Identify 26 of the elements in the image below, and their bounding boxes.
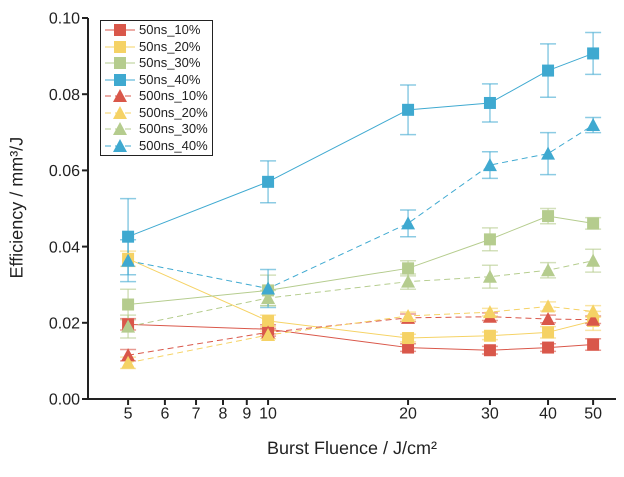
y-tick-label: 0.08: [48, 86, 80, 104]
x-tick-label: 6: [160, 405, 170, 422]
x-tick-label: 40: [539, 405, 558, 422]
legend-label: 50ns_40%: [139, 72, 200, 88]
y-tick-label: 0.04: [48, 239, 80, 256]
y-tick-label: 0.00: [48, 392, 80, 409]
y-tick-label: 0.02: [48, 315, 80, 332]
y-axis-title: Efficiency / mm³/J: [6, 136, 26, 278]
legend-label: 50ns_20%: [139, 38, 200, 55]
x-tick-label: 20: [399, 405, 418, 422]
x-tick-label: 8: [218, 405, 228, 422]
x-tick-label: 10: [259, 405, 278, 422]
legend-label: 50ns_10%: [139, 22, 200, 38]
legend-label: 500ns_20%: [139, 104, 208, 121]
legend-label: 500ns_40%: [139, 138, 208, 154]
y-tick-label: 0.06: [48, 163, 80, 180]
x-tick-label: 7: [192, 405, 201, 422]
x-tick-label: 50: [584, 405, 602, 422]
x-tick-label: 5: [124, 405, 133, 422]
x-tick-label: 30: [481, 405, 499, 422]
legend-label: 500ns_30%: [139, 121, 208, 138]
legend-label: 50ns_30%: [139, 55, 200, 72]
y-tick-label: 0.10: [48, 10, 80, 28]
x-axis-title: Burst Fluence / J/cm²: [266, 438, 438, 458]
x-tick-label: 9: [242, 405, 252, 422]
legend-label: 500ns_10%: [139, 88, 208, 104]
